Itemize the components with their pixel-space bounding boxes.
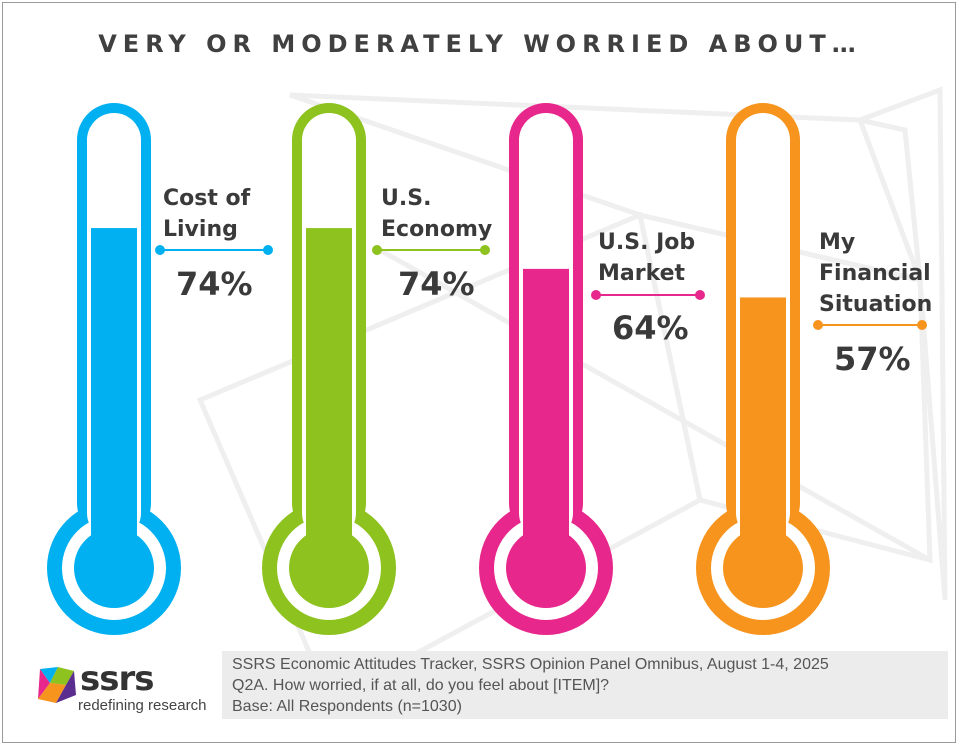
- value-bar: [306, 228, 352, 568]
- value-bulb: [506, 528, 586, 608]
- value-label: 64%: [612, 309, 689, 347]
- leader-dot: [591, 290, 601, 300]
- value-label: 74%: [176, 265, 253, 303]
- leader-dot: [263, 245, 273, 255]
- value-bar: [740, 297, 786, 568]
- source-note: SSRS Economic Attitudes Tracker, SSRS Op…: [222, 651, 948, 719]
- question-line: Q2A. How worried, if at all, do you feel…: [232, 677, 610, 694]
- leader-dot: [372, 245, 382, 255]
- value-bulb: [74, 528, 154, 608]
- ssrs-logo: ssrs redefining research: [36, 659, 216, 717]
- source-line: SSRS Economic Attitudes Tracker, SSRS Op…: [232, 656, 829, 673]
- value-bar: [91, 228, 137, 568]
- leader-dot: [917, 320, 927, 330]
- base-line: Base: All Respondents (n=1030): [232, 698, 462, 715]
- leader-dot: [480, 245, 490, 255]
- value-label: 57%: [834, 340, 911, 378]
- leader-dot: [813, 320, 823, 330]
- value-bulb: [723, 528, 803, 608]
- logo-tagline: redefining research: [78, 697, 207, 714]
- category-label: My Financial Situation: [819, 230, 933, 317]
- value-bar: [523, 268, 569, 568]
- chart-title: VERY OR MODERATELY WORRIED ABOUT…: [98, 30, 862, 58]
- logo-wordmark: ssrs: [80, 659, 154, 699]
- category-label: U.S. Job Market: [598, 230, 696, 286]
- leader-dot: [155, 245, 165, 255]
- value-bulb: [289, 528, 369, 608]
- value-label: 74%: [398, 265, 475, 303]
- leader-dot: [695, 290, 705, 300]
- logo-mark-icon: [38, 667, 76, 703]
- category-label: U.S. Economy: [381, 186, 493, 242]
- category-label: Cost of Living: [163, 186, 251, 242]
